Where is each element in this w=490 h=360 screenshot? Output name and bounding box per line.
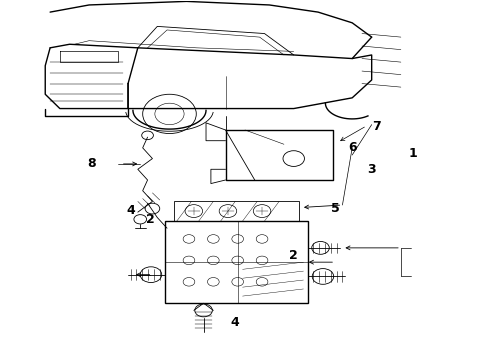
Text: 4: 4 bbox=[231, 316, 240, 329]
Text: 2: 2 bbox=[146, 213, 154, 226]
Text: 2: 2 bbox=[290, 248, 298, 261]
Text: 3: 3 bbox=[368, 163, 376, 176]
Text: 5: 5 bbox=[331, 202, 340, 215]
Bar bbox=[165, 221, 308, 303]
Text: 1: 1 bbox=[409, 147, 417, 160]
Text: 8: 8 bbox=[87, 157, 96, 170]
Text: 7: 7 bbox=[372, 120, 381, 133]
Bar bbox=[174, 202, 298, 221]
Text: 6: 6 bbox=[348, 141, 357, 154]
Text: 4: 4 bbox=[126, 204, 135, 217]
